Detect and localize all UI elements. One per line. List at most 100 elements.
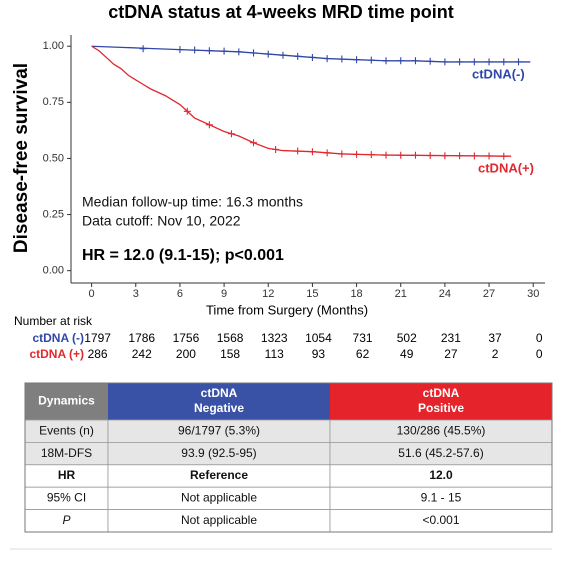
annotation: HR = 12.0 (9.1-15); p<0.001	[82, 247, 284, 264]
censor-mark	[470, 58, 478, 66]
risk-count: 37	[488, 331, 502, 345]
risk-count: 242	[132, 347, 152, 361]
censor-mark	[227, 130, 235, 138]
risk-count: 1568	[217, 331, 244, 345]
cell-text: HR	[58, 468, 76, 482]
series-label: ctDNA(+)	[478, 161, 534, 176]
risk-count: 1054	[305, 331, 332, 345]
censor-mark	[367, 151, 375, 159]
cell-text: 93.9 (92.5-95)	[181, 446, 256, 460]
censor-mark	[250, 139, 258, 147]
cell-text: Not applicable	[181, 513, 257, 527]
censor-mark	[323, 55, 331, 63]
censor-mark	[205, 47, 213, 55]
censor-mark	[183, 107, 191, 115]
censor-mark	[338, 150, 346, 158]
annotation: Median follow-up time: 16.3 months	[82, 194, 303, 210]
x-tick-label: 27	[483, 288, 495, 300]
chart-title: ctDNA status at 4-weeks MRD time point	[108, 2, 453, 22]
censor-mark	[441, 152, 449, 160]
cell-text: <0.001	[422, 513, 459, 527]
x-tick-label: 12	[262, 288, 274, 300]
risk-count: 2	[492, 347, 499, 361]
risk-count: 1756	[173, 331, 200, 345]
y-tick-label: 0.00	[43, 265, 64, 277]
header-text: Positive	[418, 401, 464, 415]
censor-mark	[272, 145, 280, 153]
censor-mark	[367, 56, 375, 64]
censor-mark	[456, 152, 464, 160]
censor-mark	[500, 58, 508, 66]
risk-count: 158	[220, 347, 240, 361]
risk-count: 0	[536, 331, 543, 345]
risk-table-title: Number at risk	[14, 314, 93, 328]
risk-count: 286	[88, 347, 108, 361]
y-tick-label: 1.00	[43, 40, 64, 52]
censor-mark	[338, 55, 346, 63]
censor-mark	[485, 58, 493, 66]
risk-count: 1797	[84, 331, 111, 345]
censor-mark	[353, 150, 361, 158]
censor-mark	[353, 56, 361, 64]
y-tick-label: 0.75	[43, 96, 64, 108]
cell-text: 9.1 - 15	[421, 491, 462, 505]
censor-mark	[426, 57, 434, 65]
cell-text: Not applicable	[181, 491, 257, 505]
header-cell	[25, 383, 108, 420]
risk-count: 93	[312, 347, 326, 361]
risk-count: 49	[400, 347, 414, 361]
censor-mark	[323, 149, 331, 157]
censor-mark	[294, 52, 302, 60]
x-tick-label: 6	[177, 288, 183, 300]
censor-mark	[411, 151, 419, 159]
censor-mark	[220, 47, 228, 55]
annotation: Data cutoff: Nov 10, 2022	[82, 213, 241, 229]
header-text: Negative	[194, 401, 244, 415]
risk-count: 731	[353, 331, 373, 345]
x-axis-label: Time from Surgery (Months)	[206, 302, 368, 317]
x-tick-label: 3	[133, 288, 139, 300]
cell-text: 51.6 (45.2-57.6)	[398, 446, 483, 460]
risk-count: 200	[176, 347, 196, 361]
censor-mark	[485, 152, 493, 160]
risk-row-label: ctDNA (-)	[32, 331, 84, 345]
x-tick-label: 24	[439, 288, 451, 300]
risk-count: 1786	[128, 331, 155, 345]
risk-count: 27	[444, 347, 458, 361]
censor-mark	[308, 53, 316, 61]
cell-text: 96/1797 (5.3%)	[178, 423, 260, 437]
risk-count: 231	[441, 331, 461, 345]
header-text: ctDNA	[423, 386, 460, 400]
censor-mark	[470, 152, 478, 160]
x-tick-label: 18	[350, 288, 362, 300]
risk-count: 113	[265, 347, 284, 361]
y-tick-label: 0.50	[43, 152, 64, 164]
table-border	[24, 382, 553, 533]
cell-text: 130/286 (45.5%)	[397, 423, 486, 437]
censor-mark	[382, 57, 390, 65]
cell-text: Events (n)	[39, 423, 94, 437]
censor-mark	[294, 147, 302, 155]
x-tick-label: 0	[89, 288, 95, 300]
risk-count: 62	[356, 347, 370, 361]
x-tick-label: 9	[221, 288, 227, 300]
censor-mark	[235, 48, 243, 56]
censor-mark	[397, 57, 405, 65]
series-label: ctDNA(-)	[472, 66, 525, 81]
x-tick-label: 30	[527, 288, 539, 300]
cell-text: 12.0	[429, 468, 453, 482]
censor-mark	[191, 46, 199, 54]
censor-mark	[176, 46, 184, 54]
censor-mark	[139, 45, 147, 53]
censor-mark	[382, 151, 390, 159]
risk-row-label: ctDNA (+)	[29, 347, 84, 361]
censor-mark	[308, 148, 316, 156]
censor-mark	[456, 58, 464, 66]
cell-text: 18M-DFS	[41, 446, 92, 460]
censor-mark	[426, 152, 434, 160]
censor-mark	[515, 58, 523, 66]
header-cell	[108, 383, 330, 420]
x-tick-label: 21	[395, 288, 407, 300]
header-cell	[330, 383, 552, 420]
